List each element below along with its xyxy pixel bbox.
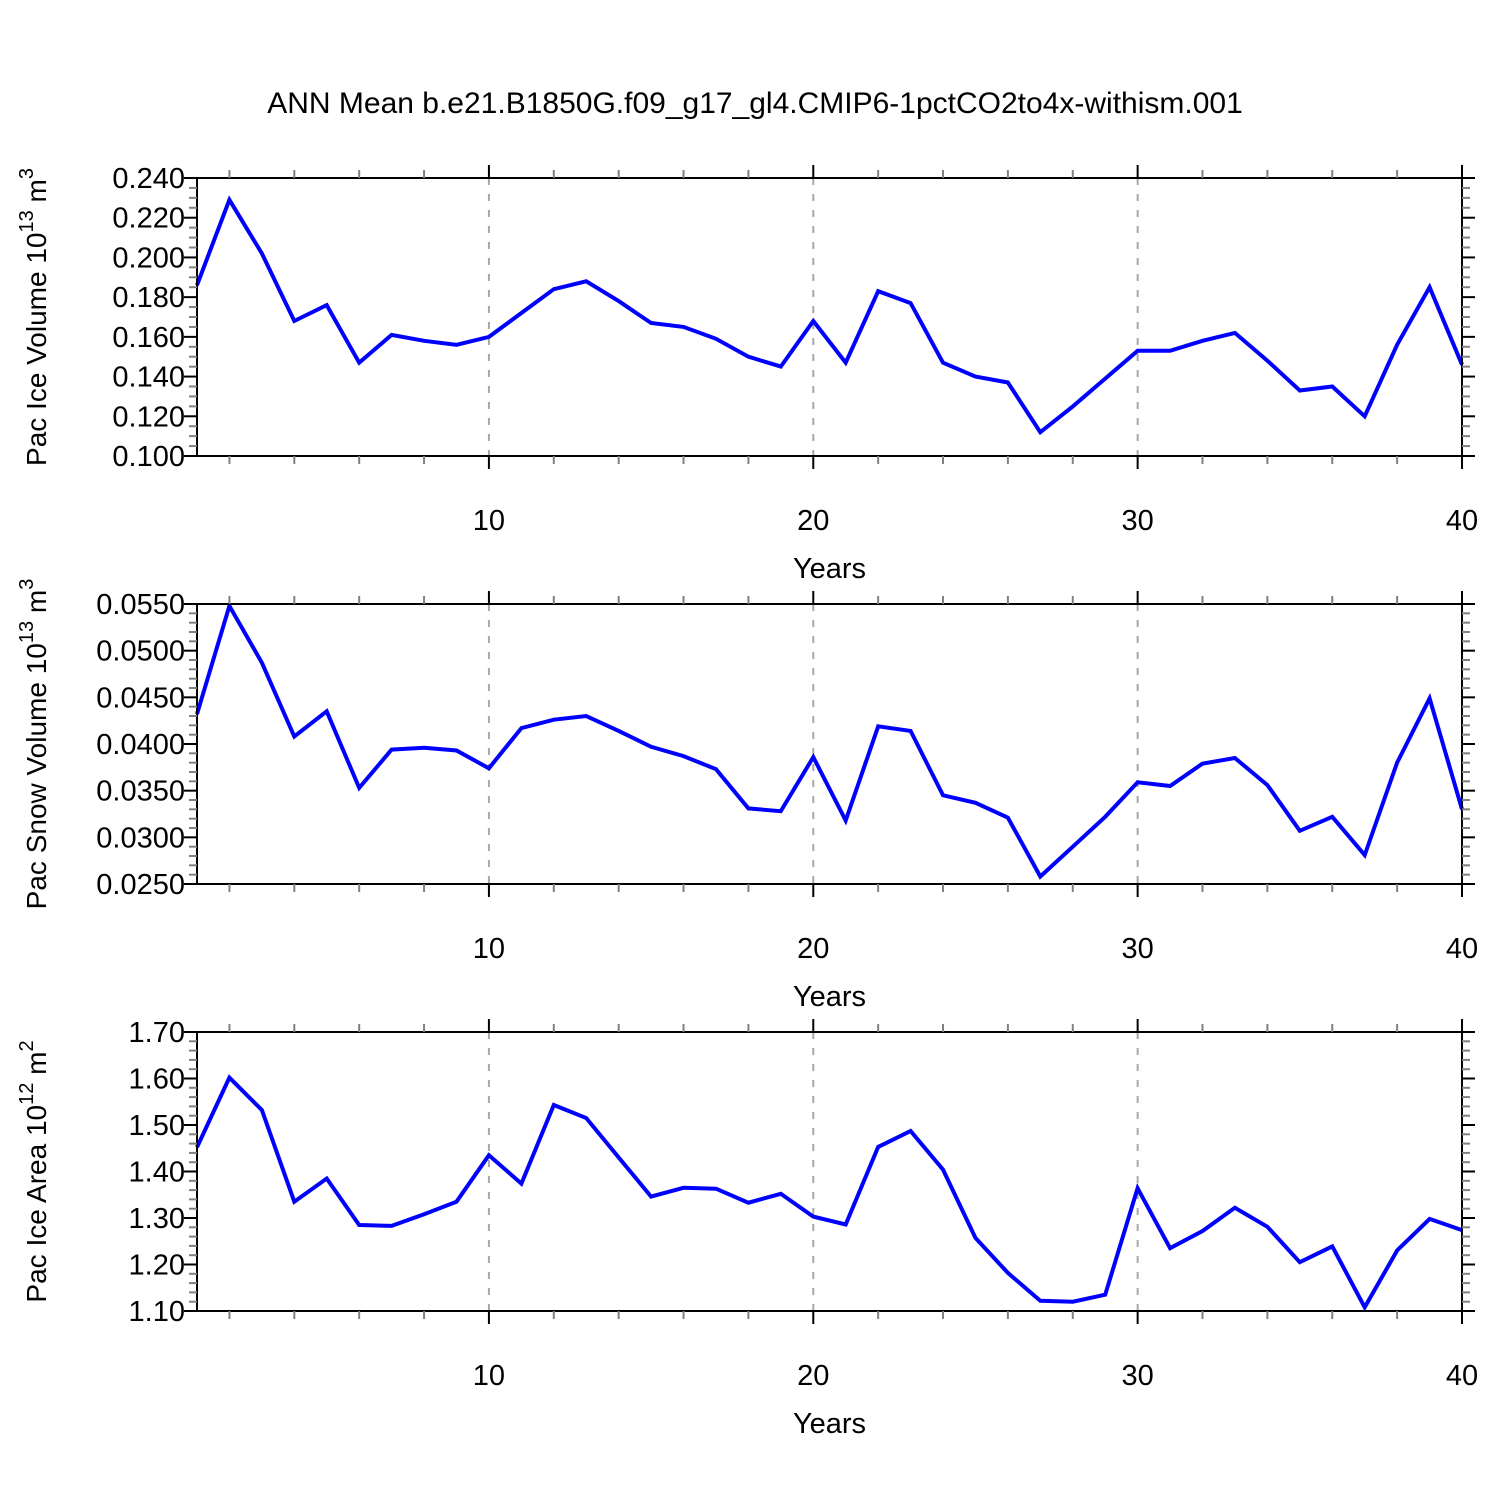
panel-pac-ice-volume-xtick-label: 10 [473, 505, 505, 537]
panel-pac-ice-volume-box [196, 177, 1463, 457]
panel-pac-ice-area-ytick-label: 1.70 [129, 1017, 185, 1049]
panel-pac-snow-volume-box [196, 603, 1463, 885]
panel-pac-ice-volume-y-axis-label: Pac Ice Volume 1013 m3 [16, 168, 52, 466]
panel-pac-snow-volume-ytick-label: 0.0300 [96, 822, 185, 854]
figure-title: ANN Mean b.e21.B1850G.f09_g17_gl4.CMIP6-… [267, 87, 1243, 120]
panel-pac-ice-area-ytick-label: 1.60 [129, 1064, 185, 1096]
panel-pac-ice-volume-ytick-label: 0.240 [112, 163, 185, 195]
panel-pac-ice-area-y-axis-label: Pac Ice Area 1012 m2 [16, 1040, 52, 1302]
panel-pac-ice-volume-xtick-label: 30 [1122, 505, 1154, 537]
panel-pac-ice-volume-ytick-label: 0.160 [112, 322, 185, 354]
panel-pac-ice-area-box [196, 1031, 1463, 1312]
panel-pac-ice-area-ytick-label: 1.10 [129, 1296, 185, 1328]
panel-pac-ice-area-xtick-label: 40 [1446, 1360, 1478, 1392]
panel-pac-ice-area-ytick-label: 1.30 [129, 1203, 185, 1235]
panel-pac-ice-volume: 0.240 0.220 0.200 0.180 0.160 0.140 0.120 0.100… [16, 163, 1478, 585]
panel-pac-snow-volume-y-axis-label: Pac Snow Volume 1013 m3 [16, 579, 52, 910]
panel-pac-snow-volume-ytick-label: 0.0450 [96, 682, 185, 714]
panel-pac-ice-area-ytick-label: 1.40 [129, 1157, 185, 1189]
panel-pac-snow-volume-x-axis-title: Years [793, 981, 866, 1013]
panel-pac-snow-volume-xtick-label: 30 [1122, 933, 1154, 965]
panel-pac-snow-volume-ytick-label: 0.0500 [96, 636, 185, 668]
panel-pac-ice-volume-xtick-label: 40 [1446, 505, 1478, 537]
panel-pac-ice-volume-ytick-label: 0.140 [112, 362, 185, 394]
panel-pac-ice-area-x-axis-title: Years [793, 1408, 866, 1440]
panel-pac-snow-volume-xtick-label: 20 [797, 933, 829, 965]
panel-pac-snow-volume-data-line [195, 600, 1464, 880]
panels-group: 0.240 0.220 0.200 0.180 0.160 0.140 0.120 0.100… [16, 163, 1478, 1440]
panel-pac-ice-volume-ytick-label: 0.220 [112, 203, 185, 235]
panel-pac-ice-area-xtick-label: 10 [473, 1360, 505, 1392]
panel-pac-snow-volume-ytick-label: 0.0350 [96, 776, 185, 808]
panel-pac-ice-area-xtick-label: 30 [1122, 1360, 1154, 1392]
panel-pac-ice-volume-ytick-label: 0.100 [112, 441, 185, 473]
panel-pac-ice-volume-ytick-label: 0.200 [112, 242, 185, 274]
panel-pac-snow-volume-ytick-label: 0.0550 [96, 589, 185, 621]
panel-pac-ice-volume-ytick-label: 0.120 [112, 401, 185, 433]
panel-pac-ice-area-data-line [195, 1074, 1463, 1312]
panel-pac-snow-volume-ytick-label: 0.0400 [96, 729, 185, 761]
panel-pac-ice-volume-ytick-label: 0.180 [112, 282, 185, 314]
panel-pac-snow-volume-xtick-label: 40 [1446, 933, 1478, 965]
panel-pac-ice-area: 1.70 1.60 1.50 1.40 1.30 1.20 1.10 10 20 30 40 Year… [16, 1017, 1478, 1440]
panel-pac-ice-volume-data-line [195, 195, 1464, 436]
panel-pac-snow-volume-ytick-label: 0.0250 [96, 869, 185, 901]
panel-pac-snow-volume: 0.0550 0.0500 0.0450 0.0400 0.0350 0.0300 0.02… [16, 579, 1478, 1013]
panel-pac-snow-volume-xtick-label: 10 [473, 933, 505, 965]
panel-pac-ice-area-ytick-label: 1.50 [129, 1110, 185, 1142]
panel-pac-ice-area-xtick-label: 20 [797, 1360, 829, 1392]
panel-pac-ice-area-ytick-label: 1.20 [129, 1250, 185, 1282]
panel-pac-ice-volume-x-axis-title: Years [793, 553, 866, 585]
panel-pac-ice-volume-xtick-label: 20 [797, 505, 829, 537]
